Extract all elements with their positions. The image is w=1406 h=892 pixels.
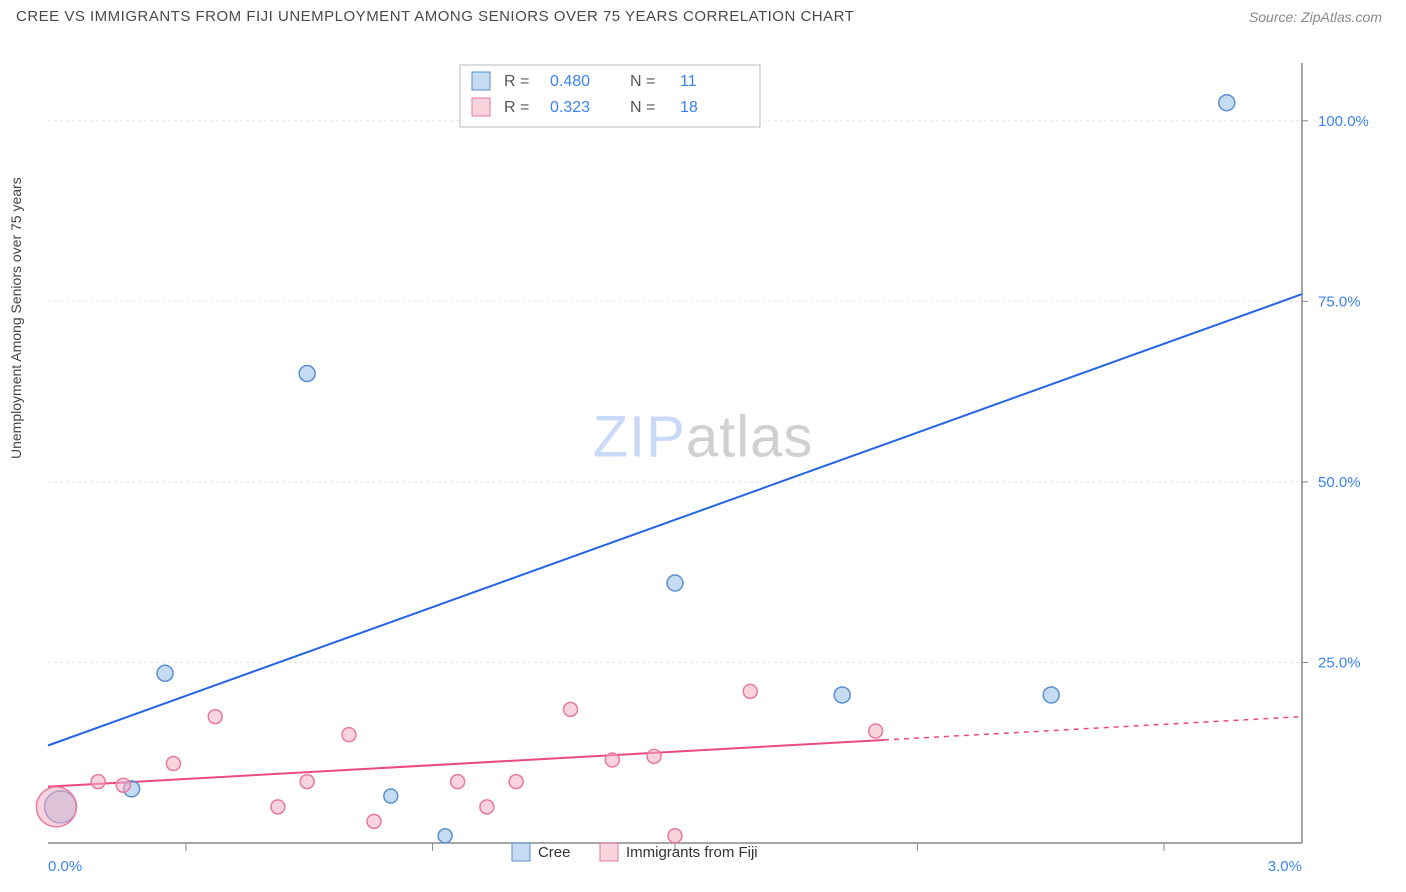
data-point <box>116 778 130 792</box>
series-swatch <box>512 843 530 861</box>
data-point <box>869 724 883 738</box>
scatter-plot: 0.0% 3.0% 25.0% 50.0% 75.0% 100.0% R = 0.480 N =… <box>0 29 1406 889</box>
trend-line <box>48 294 1302 745</box>
legend-swatch <box>472 98 490 116</box>
data-point <box>647 749 661 763</box>
chart-container: Unemployment Among Seniors over 75 years… <box>0 29 1406 879</box>
chart-title: CREE VS IMMIGRANTS FROM FIJI UNEMPLOYMEN… <box>16 8 854 25</box>
data-point <box>509 775 523 789</box>
series-legend: Cree Immigrants from Fiji <box>512 843 758 861</box>
data-point <box>564 702 578 716</box>
data-point <box>451 775 465 789</box>
data-point <box>743 684 757 698</box>
data-point <box>667 575 683 591</box>
data-point <box>166 757 180 771</box>
data-point <box>668 829 682 843</box>
y-tick-label: 50.0% <box>1318 474 1361 491</box>
legend-n-value: 11 <box>680 73 697 90</box>
data-point <box>36 787 76 827</box>
data-point <box>1043 687 1059 703</box>
data-point <box>367 814 381 828</box>
series-swatch <box>600 843 618 861</box>
data-point <box>438 829 452 843</box>
legend-r-value: 0.323 <box>550 99 590 116</box>
y-tick-label: 25.0% <box>1318 654 1361 671</box>
data-point <box>299 366 315 382</box>
data-point <box>605 753 619 767</box>
data-point <box>208 710 222 724</box>
series-label: Immigrants from Fiji <box>626 844 758 861</box>
data-point <box>1219 95 1235 111</box>
x-tick-label: 0.0% <box>48 858 82 875</box>
y-tick-label: 100.0% <box>1318 113 1369 130</box>
legend-n-label: N = <box>630 99 655 116</box>
legend-n-label: N = <box>630 73 655 90</box>
trend-line-dashed <box>884 717 1302 740</box>
stats-legend: R = 0.480 N = 11 R = 0.323 N = 18 <box>460 65 760 127</box>
data-point <box>300 775 314 789</box>
data-point <box>342 728 356 742</box>
data-point <box>480 800 494 814</box>
series-label: Cree <box>538 844 571 861</box>
data-point <box>271 800 285 814</box>
data-point <box>91 775 105 789</box>
source-label: Source: ZipAtlas.com <box>1249 9 1382 25</box>
data-point <box>834 687 850 703</box>
data-point <box>384 789 398 803</box>
legend-r-label: R = <box>504 73 529 90</box>
legend-r-value: 0.480 <box>550 73 590 90</box>
y-tick-label: 75.0% <box>1318 293 1361 310</box>
legend-r-label: R = <box>504 99 529 116</box>
legend-n-value: 18 <box>680 99 698 116</box>
data-point <box>157 665 173 681</box>
legend-swatch <box>472 72 490 90</box>
x-tick-label: 3.0% <box>1268 858 1302 875</box>
